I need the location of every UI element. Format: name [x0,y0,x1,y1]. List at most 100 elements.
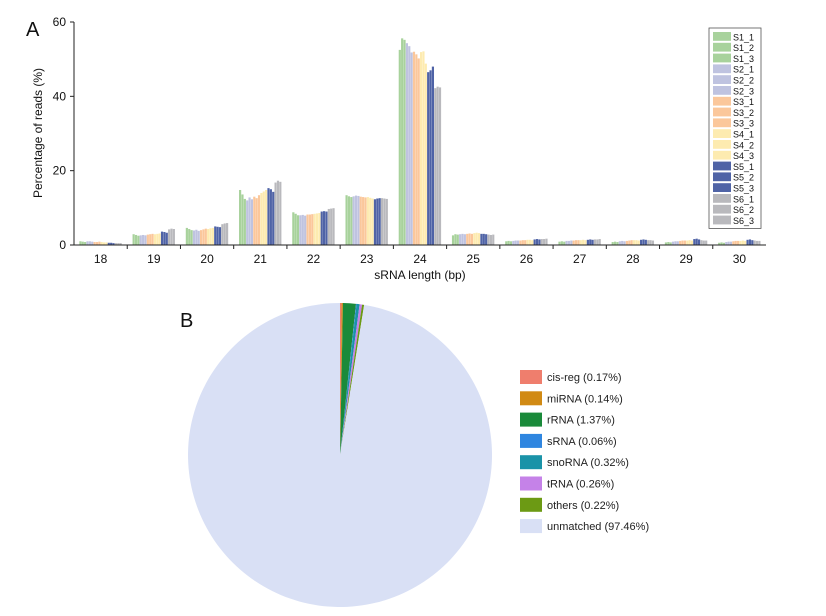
legend-swatch [713,140,731,149]
bar-S2_3-22 [304,215,307,245]
bar-S1_1-24 [398,49,401,246]
bar-S6_3-21 [279,181,282,245]
legend-swatch [713,32,731,41]
bar-S5_1-29 [693,239,696,245]
legend-swatch [713,172,731,182]
bar-S2_3-29 [676,241,679,245]
bar-S5_1-25 [480,233,483,245]
bar-S1_3-27 [563,241,566,245]
legend-swatch [713,53,731,63]
bar-S1_2-24 [401,38,404,245]
bar-S3_1-24 [412,51,416,246]
x-tick-label: 19 [147,252,161,266]
bar-S4_3-24 [424,63,427,245]
bar-S4_2-24 [422,51,425,245]
x-tick-label: 29 [679,252,693,266]
bar-S4_2-22 [315,213,319,245]
bar-S5_2-19 [163,231,166,245]
bar-S5_1-18 [107,242,110,245]
bar-S3_2-20 [202,229,205,245]
bar-S3_2-25 [468,233,471,245]
bar-S5_2-30 [748,239,752,245]
bar-S5_2-27 [589,239,592,245]
bar-S2_2-25 [461,233,464,245]
legend-label: S6_1 [733,194,754,204]
legend-label: S5_2 [733,173,754,183]
legend-label: S2_2 [733,76,754,86]
bar-S2_2-26 [514,240,517,245]
bar-S5_2-23 [376,198,379,245]
bar-S3_3-30 [737,240,740,245]
bar-S2_1-28 [618,241,621,245]
pie-chart [188,303,493,608]
bar-S3_3-28 [630,240,633,245]
bar-S1_2-30 [720,242,723,245]
legend-swatch [713,215,731,225]
bar-S6_3-25 [492,234,495,245]
bar-S1_1-19 [132,234,135,245]
bar-S1_2-21 [241,194,244,245]
bar-S1_1-26 [505,241,508,245]
legend-label: S4_3 [733,151,754,161]
pie-slice-others [340,304,365,455]
bar-S1_3-21 [243,198,246,245]
bar-S6_2-29 [702,240,705,245]
pie-legend-label-rRNA: rRNA (1.37%) [547,415,615,427]
bar-S5_3-20 [218,227,222,245]
bar-S1_1-25 [451,235,455,245]
bar-S3_3-18 [98,241,101,245]
bar-S5_1-24 [427,72,430,245]
bar-S3_1-27 [572,240,575,245]
bar-S4_3-23 [371,198,374,245]
bar-S3_1-19 [146,234,149,245]
legend-swatch [713,194,731,203]
bar-chart: 0 20 40 60 18 19 20 21 22 23 24 25 26 27 28 29 30 Percen… [31,15,766,282]
bar-S4_1-30 [739,240,742,245]
bar-S6_2-18 [117,243,120,245]
bar-S6_3-19 [172,229,175,245]
bar-S1_3-18 [84,242,87,245]
legend-swatch [713,86,731,95]
y-tick-label: 0 [59,238,66,252]
legend-swatch [713,42,731,52]
bar-S1_2-20 [188,229,191,245]
bar-S1_1-18 [79,241,82,245]
bar-S4_1-27 [579,240,582,245]
bar-S3_2-22 [308,214,311,245]
bar-S4_3-26 [531,240,534,245]
bar-S6_2-30 [755,240,759,245]
bar-S1_2-23 [347,196,351,245]
bar-S4_2-18 [102,242,106,245]
bar-S6_1-19 [168,229,171,245]
bar-S6_2-22 [330,208,333,245]
bar-S5_1-23 [373,199,377,245]
bar-S6_3-30 [758,240,761,245]
bar-S2_3-26 [517,240,520,245]
bar-S2_1-25 [459,234,462,245]
bar-S6_2-19 [170,228,173,245]
pie-slice-snoRNA [340,303,360,455]
panel-a-label: A [26,19,40,41]
bar-S5_1-22 [320,211,323,245]
bar-S1_1-22 [292,212,295,245]
bar-S2_2-24 [408,46,411,245]
bar-S2_2-27 [567,240,571,245]
bar-S2_2-18 [88,241,91,245]
bar-S6_1-26 [540,239,543,245]
bar-S4_1-24 [420,52,423,245]
legend-label: S1_3 [733,54,754,64]
y-tick-label: 40 [53,89,67,103]
bar-S6_2-23 [383,198,386,245]
bar-S3_3-29 [683,240,686,245]
x-tick-label: 24 [413,252,427,266]
pie-slice-sRNA [340,303,357,455]
pie-legend-label-unmatched: unmatched (97.46%) [547,521,649,533]
legend-label: S3_3 [733,119,754,129]
bar-S6_3-20 [226,223,229,245]
bar-S3_1-21 [253,196,256,245]
bar-S4_2-20 [209,228,212,245]
pie-legend-swatch-rRNA [520,412,542,427]
legend-swatch [713,118,731,128]
bar-S3_2-27 [574,240,578,245]
